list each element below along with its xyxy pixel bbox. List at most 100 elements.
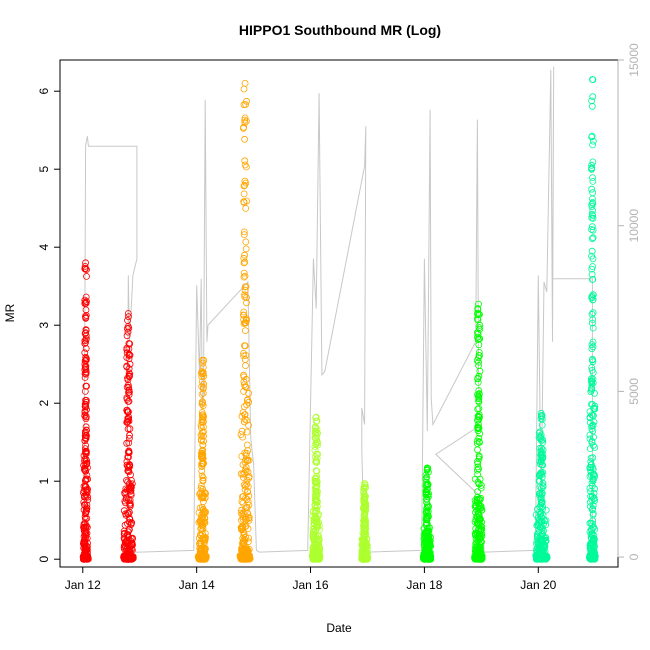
data-point <box>589 234 597 242</box>
data-point <box>588 294 596 302</box>
data-point <box>201 489 209 497</box>
data-point <box>128 545 136 553</box>
data-point <box>361 542 369 549</box>
data-point <box>128 541 136 549</box>
data-point <box>197 484 205 492</box>
data-point <box>243 97 250 105</box>
data-point <box>474 316 482 324</box>
data-point <box>240 123 248 131</box>
data-point <box>236 552 244 559</box>
data-point <box>126 461 134 468</box>
data-point <box>588 102 596 110</box>
data-point <box>243 416 251 424</box>
data-point <box>240 231 248 239</box>
data-point <box>200 380 208 388</box>
data-point <box>541 542 548 549</box>
data-point <box>199 474 207 482</box>
data-point <box>475 348 483 356</box>
data-point <box>242 163 250 171</box>
data-point <box>590 523 598 531</box>
data-point <box>240 381 248 389</box>
data-point <box>125 508 133 516</box>
data-point <box>474 416 481 424</box>
data-point <box>82 314 90 321</box>
data-point <box>543 552 550 560</box>
data-point <box>475 358 482 366</box>
data-point <box>475 390 483 398</box>
data-point <box>311 477 319 485</box>
data-point <box>81 374 89 381</box>
data-point <box>313 454 321 462</box>
data-point <box>424 465 432 472</box>
data-point <box>537 493 545 501</box>
data-point <box>589 137 597 145</box>
data-point <box>124 310 132 317</box>
data-point <box>533 530 541 538</box>
data-point <box>241 119 249 126</box>
data-point <box>127 476 135 484</box>
data-point <box>242 362 249 370</box>
data-point <box>425 532 433 540</box>
data-point <box>240 273 248 281</box>
data-point <box>197 450 205 458</box>
data-point <box>589 338 597 346</box>
data-point <box>240 259 248 267</box>
data-point <box>82 423 90 431</box>
data-point <box>123 537 130 544</box>
data-point <box>588 133 595 141</box>
data-point <box>313 515 320 523</box>
data-point <box>536 542 544 550</box>
data-point <box>588 252 595 260</box>
data-point <box>243 428 251 436</box>
data-point <box>586 419 594 426</box>
data-point <box>314 450 322 458</box>
data-point <box>535 545 543 553</box>
data-point <box>126 499 134 507</box>
data-point <box>533 522 541 529</box>
data-point <box>536 428 544 436</box>
data-point <box>474 306 482 313</box>
data-point <box>474 391 482 399</box>
data-point <box>242 504 250 512</box>
data-point <box>82 434 90 442</box>
data-point <box>310 531 318 539</box>
data-point <box>587 388 595 396</box>
y-axis-label: MR <box>3 303 17 322</box>
data-point <box>313 459 321 466</box>
data-point <box>243 449 250 457</box>
data-point <box>591 535 598 543</box>
data-point <box>200 540 208 548</box>
data-point <box>588 132 596 140</box>
data-point <box>125 397 133 405</box>
data-point <box>535 477 543 485</box>
data-point <box>591 444 599 451</box>
x-tick-label: Jan 20 <box>520 578 556 592</box>
data-point <box>198 472 206 480</box>
data-point <box>587 554 595 561</box>
data-point <box>588 345 596 353</box>
data-point <box>240 101 248 109</box>
data-point <box>201 519 209 527</box>
data-point <box>426 552 434 559</box>
data-point <box>125 434 133 442</box>
data-point <box>362 542 370 550</box>
data-point <box>126 431 133 439</box>
data-point <box>240 387 248 395</box>
data-point <box>474 330 482 338</box>
data-point <box>361 520 369 528</box>
data-point <box>589 511 597 519</box>
data-point <box>476 352 483 360</box>
data-point <box>123 476 130 484</box>
data-point <box>475 452 483 460</box>
data-point <box>312 417 320 425</box>
data-point <box>81 460 89 468</box>
data-point <box>312 484 320 492</box>
data-point <box>589 369 597 377</box>
data-point <box>198 383 206 391</box>
data-point <box>362 500 370 508</box>
data-point <box>476 534 484 542</box>
data-point <box>82 401 89 409</box>
data-point <box>198 467 206 475</box>
data-point <box>589 177 597 185</box>
data-point <box>83 459 91 467</box>
